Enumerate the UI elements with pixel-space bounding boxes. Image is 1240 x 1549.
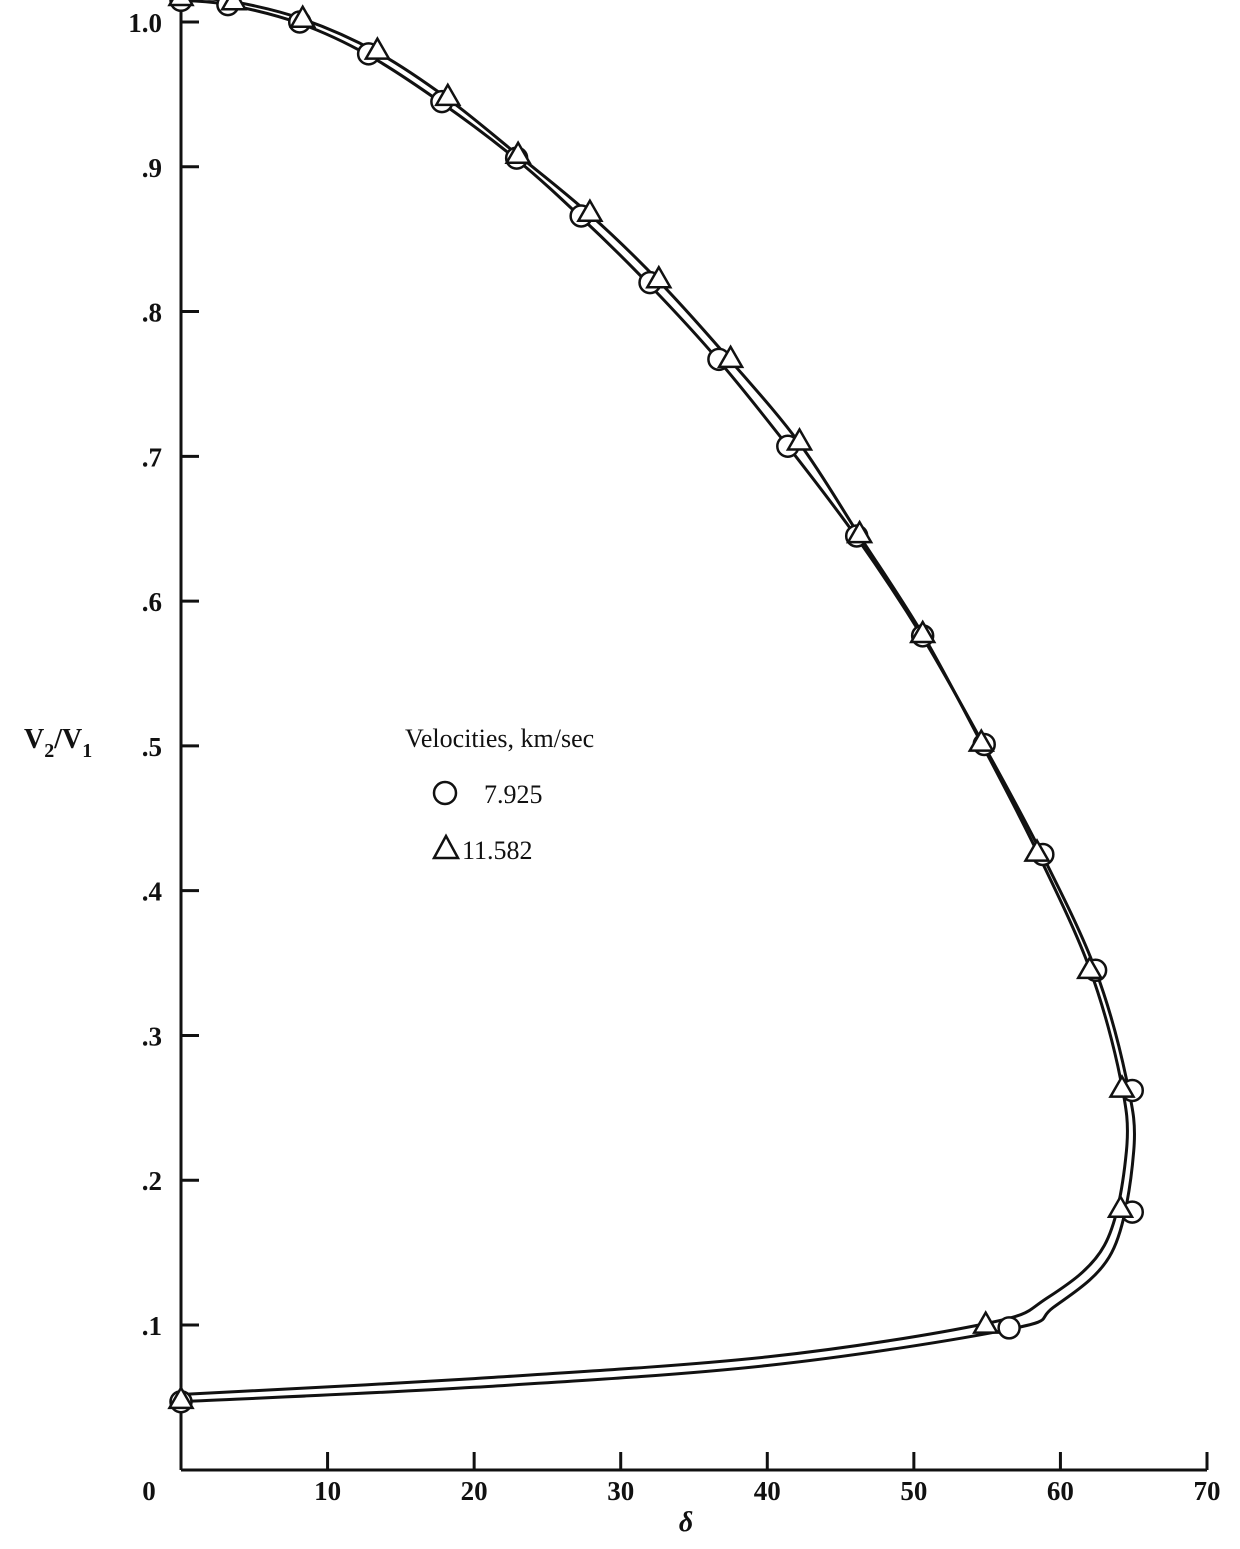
y-tick-label: .1	[142, 1311, 162, 1341]
markers-layer	[167, 0, 1144, 1414]
triangle-marker	[1023, 838, 1051, 862]
x-tick-label: 60	[1047, 1476, 1074, 1506]
y-tick-label: .8	[142, 298, 162, 328]
y-label-v2: V	[24, 724, 44, 755]
legend-triangle-marker	[431, 833, 461, 860]
y-axis-label: V2/V1	[24, 724, 92, 762]
y-label-sub-2: 2	[44, 740, 54, 762]
triangle-marker	[363, 36, 392, 60]
legend-entry-7925: 7.925	[484, 780, 543, 809]
triangle-marker	[167, 1385, 195, 1410]
x-tick-label: 30	[607, 1476, 634, 1506]
triangle-marker	[845, 519, 874, 544]
triangle-marker	[576, 198, 604, 222]
y-tick-label: .7	[142, 442, 162, 472]
y-tick-label: .9	[142, 153, 162, 183]
x-tick-label: 40	[754, 1476, 781, 1506]
x-tick-label: 50	[900, 1476, 927, 1506]
x-tick-label: 0	[142, 1476, 156, 1506]
series-curve-11582	[179, 0, 1129, 1396]
legend-title: Velocities, km/sec	[405, 724, 594, 753]
triangle-marker	[504, 140, 532, 165]
legend-circle-marker	[432, 780, 458, 806]
triangle-marker	[967, 728, 995, 752]
y-label-sub-1: 1	[82, 740, 92, 762]
triangle-marker	[167, 0, 195, 7]
triangle-marker	[1106, 1194, 1135, 1219]
y-tick-label: .5	[142, 732, 162, 762]
triangle-marker	[909, 619, 937, 644]
circle-marker	[997, 1316, 1021, 1340]
y-tick-label: .4	[142, 877, 162, 907]
triangle-marker	[716, 344, 745, 369]
legend-entry-11582: 11.582	[462, 836, 533, 865]
y-label-slash-v1: /V	[53, 724, 82, 755]
triangle-marker	[972, 1310, 1000, 1334]
triangle-marker	[645, 264, 673, 289]
triangle-marker	[1076, 955, 1104, 980]
axis-labels: V2/V1 δ	[24, 724, 693, 1538]
series-curve-7925	[179, 0, 1137, 1404]
axes-layer: 0 10 20 30 40 50 60 70 .1 .2 .3 .4 .5 .6 .7 .8 .9 1.0	[128, 0, 1221, 1506]
y-tick-label: 1.0	[128, 8, 162, 38]
y-tick-label: .3	[142, 1021, 162, 1051]
triangle-marker	[289, 4, 317, 28]
curves-layer	[179, 0, 1137, 1404]
x-tick-label: 10	[314, 1476, 341, 1506]
triangle-marker	[220, 0, 248, 11]
x-axis-label: δ	[679, 1507, 693, 1538]
triangle-marker	[1108, 1074, 1136, 1098]
y-tick-label: .2	[142, 1166, 162, 1196]
x-tick-label: 70	[1194, 1476, 1221, 1506]
legend: Velocities, km/sec 7.925 11.582	[405, 724, 594, 865]
x-tick-label: 20	[461, 1476, 488, 1506]
triangle-marker	[785, 426, 814, 451]
y-tick-label: .6	[142, 587, 162, 617]
triangle-marker	[434, 82, 462, 107]
